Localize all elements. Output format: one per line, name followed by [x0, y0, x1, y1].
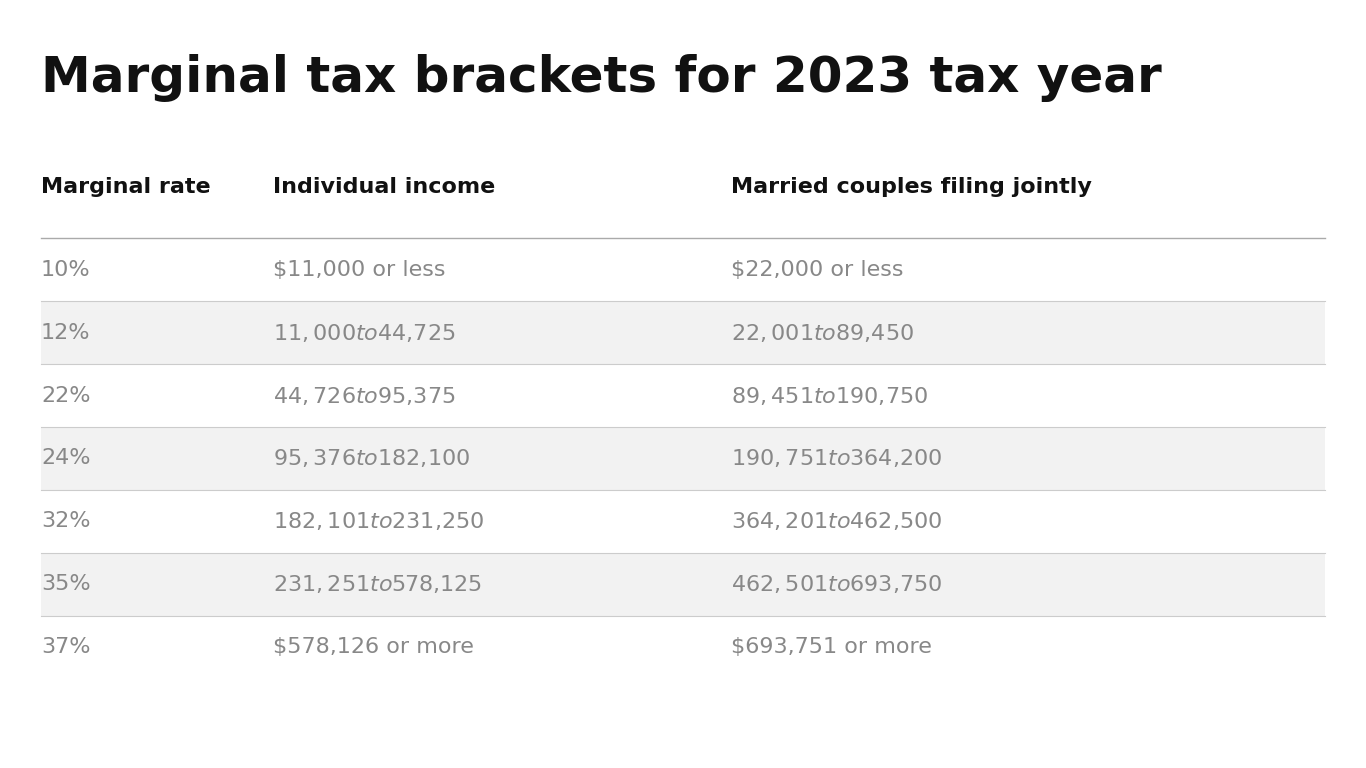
Text: $182,101 to $231,250: $182,101 to $231,250	[273, 511, 485, 532]
Text: $462,501 to $693,750: $462,501 to $693,750	[731, 574, 943, 595]
Text: Individual income: Individual income	[273, 177, 496, 197]
Text: $190,751 to $364,200: $190,751 to $364,200	[731, 448, 943, 469]
Text: 37%: 37%	[41, 637, 90, 657]
Text: $22,000 or less: $22,000 or less	[731, 260, 903, 280]
Text: $11,000 to $44,725: $11,000 to $44,725	[273, 322, 456, 343]
Text: $231,251 to $578,125: $231,251 to $578,125	[273, 574, 482, 595]
Text: $693,751 or more: $693,751 or more	[731, 637, 932, 657]
Text: 24%: 24%	[41, 449, 90, 468]
Text: 35%: 35%	[41, 574, 90, 594]
Text: $11,000 or less: $11,000 or less	[273, 260, 445, 280]
Text: Marginal tax brackets for 2023 tax year: Marginal tax brackets for 2023 tax year	[41, 54, 1161, 102]
Text: 12%: 12%	[41, 323, 90, 343]
Text: $44,726 to $95,375: $44,726 to $95,375	[273, 385, 456, 406]
Text: 22%: 22%	[41, 386, 90, 406]
Text: $364,201 to $462,500: $364,201 to $462,500	[731, 511, 943, 532]
Text: $578,126 or more: $578,126 or more	[273, 637, 474, 657]
Text: 10%: 10%	[41, 260, 90, 280]
Text: Married couples filing jointly: Married couples filing jointly	[731, 177, 1091, 197]
Text: $89,451 to $190,750: $89,451 to $190,750	[731, 385, 928, 406]
Text: $95,376 to $182,100: $95,376 to $182,100	[273, 448, 470, 469]
Text: 32%: 32%	[41, 511, 90, 531]
Text: $22,001 to $89,450: $22,001 to $89,450	[731, 322, 914, 343]
Text: Marginal rate: Marginal rate	[41, 177, 210, 197]
